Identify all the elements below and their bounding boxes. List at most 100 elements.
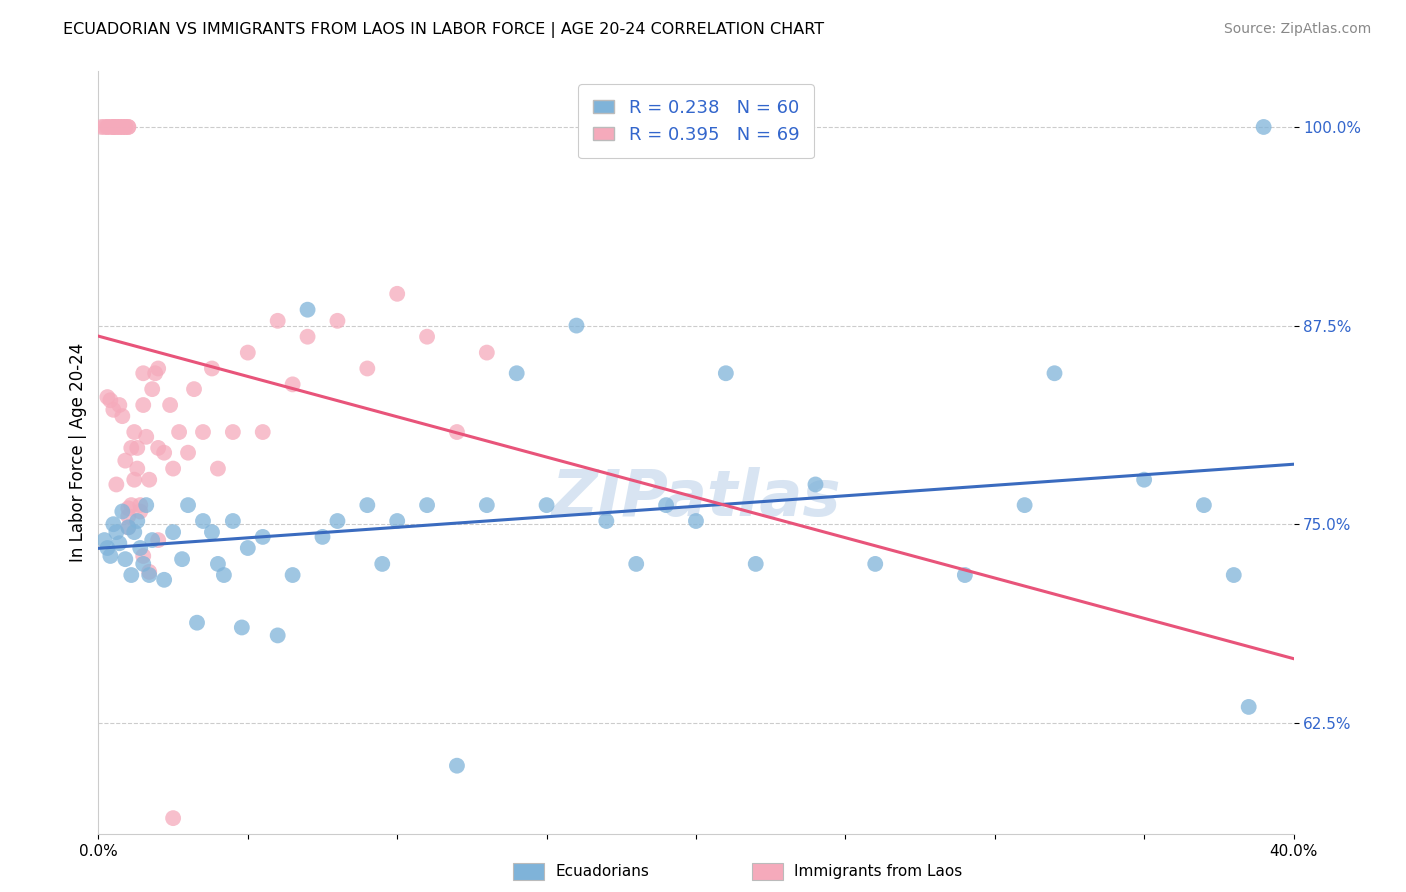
Point [252,425,274,439]
Point [167,425,190,439]
Point [132,557,155,571]
Point [297,302,319,317]
Point [129,498,152,512]
Point [536,498,558,512]
Point [111,409,134,424]
Point [222,425,245,439]
Point [143,366,166,380]
Point [98,120,122,134]
Point [105,120,128,134]
Point [129,541,152,555]
Point [714,366,737,380]
Point [148,441,170,455]
Point [114,552,136,566]
Legend: R = 0.238   N = 60, R = 0.395   N = 69: R = 0.238 N = 60, R = 0.395 N = 69 [578,84,814,158]
Point [103,517,125,532]
Point [132,398,155,412]
Point [129,504,152,518]
Point [267,314,290,328]
Point [153,573,176,587]
Point [804,477,827,491]
Point [114,120,136,134]
Point [124,425,146,439]
Point [311,530,333,544]
Point [162,461,184,475]
Point [98,549,122,563]
Point [191,514,214,528]
Point [1133,473,1156,487]
Point [183,382,205,396]
Point [297,329,319,343]
Text: Ecuadorians: Ecuadorians [555,864,650,879]
Point [127,461,149,475]
Point [103,120,125,134]
Point [356,361,378,376]
Text: ECUADORIAN VS IMMIGRANTS FROM LAOS IN LABOR FORCE | AGE 20-24 CORRELATION CHART: ECUADORIAN VS IMMIGRANTS FROM LAOS IN LA… [63,22,824,38]
Point [111,504,134,518]
Point [103,120,125,134]
Point [446,425,468,439]
Point [416,498,439,512]
Point [865,557,887,571]
Point [371,557,394,571]
Point [177,445,200,460]
Point [141,382,163,396]
Point [120,498,142,512]
Point [385,514,409,528]
Text: ZIPatlas: ZIPatlas [551,467,841,530]
Point [141,533,163,547]
Point [96,120,118,134]
Point [117,520,139,534]
Point [108,398,131,412]
Point [231,620,253,634]
Point [267,628,290,642]
Point [148,533,170,547]
Point [135,430,157,444]
Point [138,565,160,579]
Point [201,525,224,540]
Point [326,314,349,328]
Point [138,473,160,487]
Point [93,533,115,547]
Point [124,525,146,540]
Point [1043,366,1066,380]
Point [117,509,139,524]
Point [103,120,125,134]
Point [236,345,259,359]
Point [117,120,139,134]
Point [105,525,128,540]
Point [127,441,149,455]
Point [626,557,648,571]
Point [191,425,214,439]
Point [385,286,409,301]
Point [120,568,142,582]
Point [103,402,125,417]
Point [96,541,118,555]
Point [222,514,245,528]
Point [446,758,468,772]
Point [356,498,378,512]
Point [1237,699,1260,714]
Point [252,530,274,544]
Point [281,377,304,392]
Point [281,568,304,582]
Point [565,318,588,333]
Point [745,557,768,571]
Point [685,514,707,528]
Point [207,461,229,475]
Y-axis label: In Labor Force | Age 20-24: In Labor Force | Age 20-24 [69,343,87,562]
Point [148,361,170,376]
Point [1192,498,1215,512]
Point [1253,120,1275,134]
Point [207,557,229,571]
Point [108,120,131,134]
Point [1014,498,1036,512]
Point [132,549,155,563]
Point [186,615,208,630]
Point [117,120,139,134]
Point [475,498,498,512]
Point [114,120,136,134]
Point [117,520,139,534]
Point [111,120,134,134]
Point [416,329,439,343]
